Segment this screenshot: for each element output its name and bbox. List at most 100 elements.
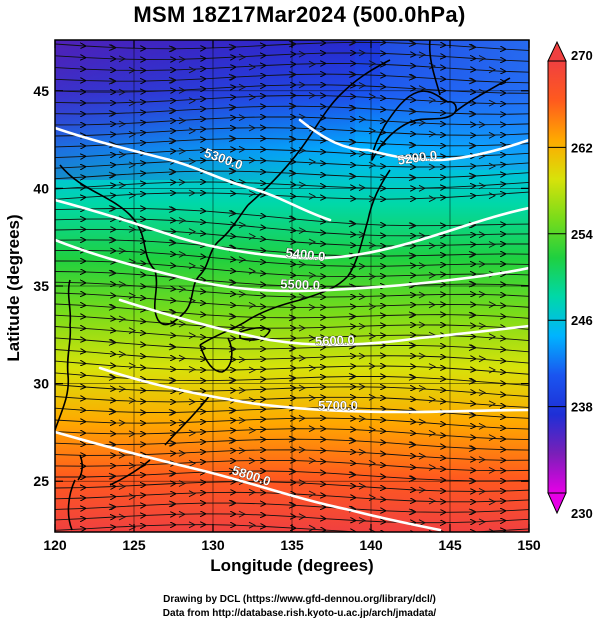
streamline-arrow [128,292,137,300]
x-axis-title: Longitude (degrees) [210,556,374,575]
streamline-arrow [238,510,247,518]
streamline-arrow [168,168,177,176]
contour-5600 [118,298,529,347]
credit-drawing: Drawing by DCL (https://www.gfd-dennou.o… [163,594,436,605]
streamline-arrow [108,303,117,311]
streamline-arrow [108,236,117,244]
streamline-arrow [238,53,247,61]
streamline-arrow [238,416,247,424]
streamline-arrow [188,398,197,406]
coastline-taiwan [67,454,83,531]
streamline-arrow [358,415,367,423]
streamline-arrow [228,103,237,111]
streamline-arrow [128,397,137,404]
colorbar-max-triangle [547,40,567,62]
streamline-arrow [178,217,187,224]
coastline-hokkaido [371,90,457,161]
streamline-arrow [348,471,357,479]
streamline-arrow [349,540,355,546]
contour-label: 5500.0 [280,276,320,292]
contour-label: 5200.0 [397,147,438,167]
streamline-arrow [358,49,367,57]
streamline-arrow [118,350,127,358]
streamline-arrow [298,414,307,422]
streamline-arrow [178,250,187,258]
x-tick-label: 130 [201,537,225,553]
streamline-arrow [178,449,187,457]
streamline [55,96,529,104]
streamline-arrow [238,447,247,455]
streamline-arrow [248,521,257,529]
streamline-arrow [108,374,117,381]
streamline-arrow [108,472,117,480]
streamline-arrow [118,280,127,288]
streamline-arrow [248,488,257,496]
y-tick-label: 30 [33,376,49,392]
streamline [55,361,529,375]
y-tick-label: 40 [33,180,49,196]
streamline-arrow [348,404,357,412]
contour-5200 [298,118,529,162]
streamline-arrow [108,503,117,511]
streamline-arrow [308,524,317,532]
streamline [55,182,529,189]
streamline-arrow [408,341,417,349]
streamline-arrow [118,181,127,189]
streamline-arrow [188,459,197,467]
streamline-arrow [348,172,357,180]
y-tick-label: 35 [33,278,49,294]
streamline-arrow [238,145,247,153]
streamline-arrow [238,114,247,122]
x-tick-label: 145 [438,537,462,553]
streamline-arrow [469,539,475,545]
colorbar-tick-label: 230 [571,506,593,521]
coastline-sakhalin-kurils [428,40,511,113]
streamline-arrow [298,113,307,121]
y-axis-ticks: 25 30 35 40 45 [33,83,529,489]
colorbar: 230 238 246 254 262 270 [547,40,593,521]
streamline-arrow [488,192,497,200]
streamline-arrow [228,376,237,384]
streamline-arrow [428,363,437,371]
streamline-arrow [128,362,137,370]
streamline-arrow [118,385,127,393]
streamline-arrow [128,225,137,233]
streamline-arrow [409,541,415,547]
streamline-arrow [168,439,177,447]
streamline-arrow [188,365,197,373]
streamline-arrow [238,83,247,91]
streamline-arrow [308,92,317,99]
streamline-arrow [108,44,117,52]
streamline-arrow [228,467,237,475]
streamline-arrow [358,448,367,456]
coastlines [55,40,511,531]
streamline-arrow [298,384,307,392]
streamline [55,192,529,200]
streamline-arrow [128,462,137,470]
streamline-arrow [358,383,367,391]
x-tick-label: 140 [359,537,383,553]
streamline-arrow [418,352,427,360]
streamline-arrow [478,182,487,190]
streamline-arrow [428,96,437,104]
streamline-arrow [288,71,297,78]
streamline-arrow [348,71,357,78]
streamline-arrow [348,138,357,146]
streamline-arrow [468,172,477,180]
coastline-ryukyu [109,394,211,486]
streamline [55,85,529,94]
streamline-arrow [348,372,357,380]
contour-label: 5700.0 [318,398,358,413]
streamline-arrow [408,373,417,381]
streamline-arrow [288,374,297,382]
streamline-arrow [118,451,127,459]
streamline-arrow [178,117,187,125]
streamline-arrow [188,157,197,165]
coastline-shikoku [239,327,271,341]
streamline-arrow [128,161,137,169]
streamline-arrow [118,151,127,159]
colorbar-min-triangle [547,492,567,515]
colorbar-tick-label: 270 [571,48,593,63]
streamline-arrow [188,97,197,105]
streamline-arrow [468,377,477,385]
